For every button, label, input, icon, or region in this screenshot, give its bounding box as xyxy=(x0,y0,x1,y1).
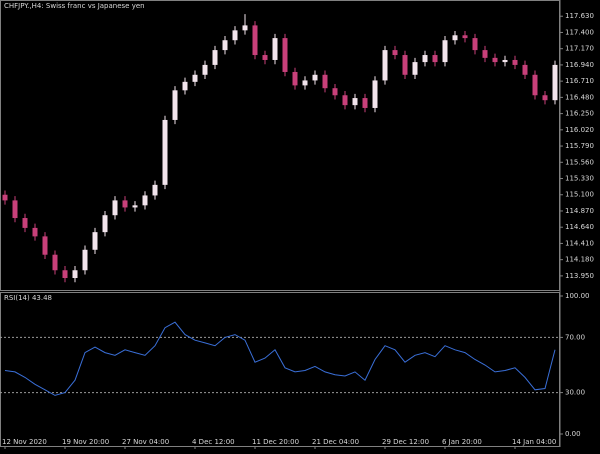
candle-body xyxy=(212,50,218,65)
x-tick-label: 21 Dec 04:00 xyxy=(312,438,359,446)
candle-body xyxy=(402,55,408,75)
x-tick-label: 4 Dec 12:00 xyxy=(192,438,235,446)
rsi-title: RSI(14) 43.48 xyxy=(4,294,52,302)
candle-body xyxy=(342,95,348,106)
candle-body xyxy=(472,38,478,51)
y-tick-label: 117.630 xyxy=(565,12,594,20)
candle-body xyxy=(142,195,148,206)
x-tick-label: 29 Dec 12:00 xyxy=(382,438,429,446)
candle-body xyxy=(292,71,298,86)
candle-body xyxy=(152,184,158,196)
candle-body xyxy=(12,200,18,219)
rsi-line xyxy=(4,321,556,396)
y-tick-label: 115.100 xyxy=(565,191,594,199)
rsi-panel xyxy=(0,292,560,447)
y-tick-label: 117.170 xyxy=(565,45,594,53)
candle-body xyxy=(242,25,248,31)
candle-body xyxy=(42,236,48,255)
candle-body xyxy=(192,74,198,82)
candle-body xyxy=(412,62,418,75)
candle-body xyxy=(302,80,308,86)
candle-body xyxy=(262,55,268,60)
candle-body xyxy=(82,249,88,271)
candle-body xyxy=(202,64,208,75)
y-tick-label: 114.180 xyxy=(565,256,594,264)
candle-body xyxy=(22,218,28,228)
x-tick-label: 12 Nov 2020 xyxy=(2,438,47,446)
candle-body xyxy=(102,215,108,233)
candle-body xyxy=(92,232,98,250)
y-tick-label: 30.00 xyxy=(565,389,585,397)
y-tick-label: 116.020 xyxy=(565,126,594,134)
candle-body xyxy=(172,90,178,120)
candle-body xyxy=(502,59,508,63)
candle-body xyxy=(522,64,528,75)
candle-body xyxy=(552,64,558,101)
candle-body xyxy=(492,57,498,63)
candle-body xyxy=(382,50,388,81)
y-tick-label: 113.950 xyxy=(565,272,594,280)
candle-body xyxy=(482,50,488,58)
x-tick-label: 19 Nov 20:00 xyxy=(62,438,109,446)
candle-body xyxy=(532,74,538,96)
y-tick-label: 116.480 xyxy=(565,93,594,101)
candle-body xyxy=(252,25,258,56)
candle-body xyxy=(392,50,398,56)
candle-body xyxy=(352,98,358,106)
candle-body xyxy=(422,55,428,63)
candle-body xyxy=(182,81,188,91)
y-tick-label: 116.710 xyxy=(565,77,594,85)
candle-body xyxy=(62,270,68,279)
candle-body xyxy=(112,200,118,216)
candle-body xyxy=(372,80,378,108)
y-tick-label: 117.400 xyxy=(565,28,594,36)
y-tick-label: 100.00 xyxy=(565,292,590,300)
candle-body xyxy=(2,194,8,201)
candle-body xyxy=(362,98,368,108)
y-tick-label: 114.410 xyxy=(565,239,594,247)
candle-body xyxy=(432,55,438,63)
candle-body xyxy=(462,35,468,39)
y-tick-label: 114.640 xyxy=(565,223,594,231)
candle-body xyxy=(512,59,518,65)
candle-body xyxy=(52,254,58,271)
y-tick-label: 115.330 xyxy=(565,175,594,183)
y-tick-label: 115.560 xyxy=(565,158,594,166)
candle-body xyxy=(232,30,238,41)
candle-body xyxy=(282,38,288,72)
x-tick-label: 6 Jan 20:00 xyxy=(442,438,482,446)
y-tick-label: 116.940 xyxy=(565,61,594,69)
candle-body xyxy=(222,40,228,51)
x-tick-label: 27 Nov 04:00 xyxy=(122,438,169,446)
chart-title: CHFJPY.,H4: Swiss franc vs Japanese yen xyxy=(4,2,145,10)
y-tick-label: 115.790 xyxy=(565,142,594,150)
candle-body xyxy=(72,270,78,279)
candle-body xyxy=(132,205,138,208)
candle-body xyxy=(32,227,38,237)
candle-body xyxy=(162,119,168,185)
y-tick-label: 116.250 xyxy=(565,110,594,118)
candle-body xyxy=(452,35,458,41)
candle-body xyxy=(332,88,338,96)
x-tick-label: 14 Jan 04:00 xyxy=(512,438,556,446)
y-tick-label: 0.00 xyxy=(565,430,581,438)
candle-body xyxy=(542,95,548,101)
x-tick-label: 11 Dec 20:00 xyxy=(252,438,299,446)
candle-body xyxy=(272,38,278,60)
y-tick-label: 70.00 xyxy=(565,333,585,341)
candle-body xyxy=(322,74,328,89)
y-tick-label: 114.870 xyxy=(565,207,594,215)
candle-body xyxy=(122,200,128,208)
candle-body xyxy=(442,40,448,63)
candle-body xyxy=(312,74,318,81)
